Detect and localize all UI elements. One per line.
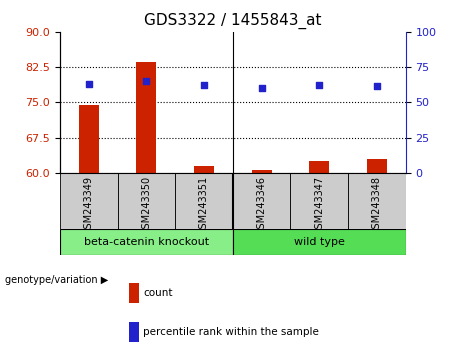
Text: beta-catenin knockout: beta-catenin knockout bbox=[84, 237, 209, 247]
Text: GSM243347: GSM243347 bbox=[314, 176, 324, 235]
Bar bbox=[60, 173, 118, 229]
Text: percentile rank within the sample: percentile rank within the sample bbox=[143, 327, 319, 337]
Point bbox=[142, 78, 150, 84]
Bar bbox=[233, 173, 290, 229]
Text: wild type: wild type bbox=[294, 237, 345, 247]
Bar bbox=[348, 173, 406, 229]
Bar bbox=[309, 161, 329, 173]
Bar bbox=[60, 229, 233, 255]
Point bbox=[85, 81, 92, 87]
Text: GSM243350: GSM243350 bbox=[142, 176, 151, 235]
Bar bbox=[290, 173, 348, 229]
Bar bbox=[136, 62, 156, 173]
Text: genotype/variation ▶: genotype/variation ▶ bbox=[5, 275, 108, 285]
Bar bbox=[233, 229, 406, 255]
Text: GSM243349: GSM243349 bbox=[84, 176, 94, 235]
Bar bbox=[194, 166, 214, 173]
Text: GSM243351: GSM243351 bbox=[199, 176, 209, 235]
Bar bbox=[175, 173, 233, 229]
Point bbox=[258, 85, 266, 91]
Bar bbox=[367, 159, 387, 173]
Text: GSM243346: GSM243346 bbox=[257, 176, 266, 235]
Bar bbox=[118, 173, 175, 229]
Bar bbox=[252, 171, 272, 173]
Point bbox=[200, 82, 207, 88]
Point bbox=[315, 82, 323, 87]
Point bbox=[373, 83, 381, 89]
Text: count: count bbox=[143, 289, 172, 298]
Bar bbox=[79, 105, 99, 173]
Text: GSM243348: GSM243348 bbox=[372, 176, 382, 235]
Title: GDS3322 / 1455843_at: GDS3322 / 1455843_at bbox=[144, 13, 322, 29]
